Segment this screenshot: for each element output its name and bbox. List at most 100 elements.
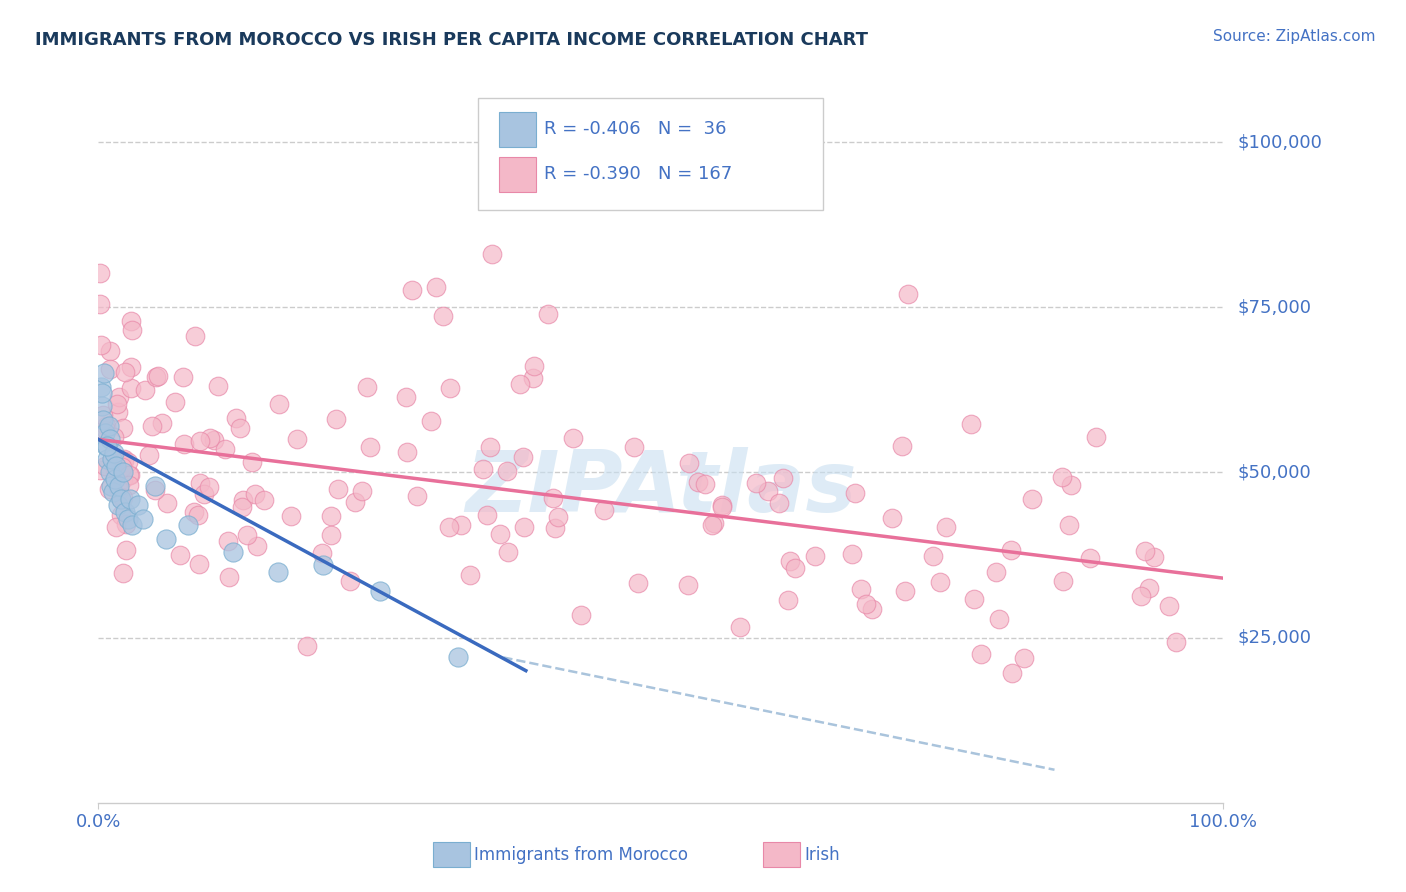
Point xyxy=(890,439,912,453)
Point xyxy=(841,547,863,561)
Point xyxy=(963,591,986,606)
Point xyxy=(217,533,239,548)
Point xyxy=(778,592,800,607)
Point xyxy=(108,483,131,498)
Point xyxy=(188,434,211,449)
Point xyxy=(110,452,132,467)
Point xyxy=(523,359,546,373)
Point xyxy=(98,466,121,480)
Point xyxy=(103,445,125,459)
Point xyxy=(312,558,335,572)
Point xyxy=(1164,635,1187,649)
Point xyxy=(547,509,569,524)
Point xyxy=(1012,650,1035,665)
Point xyxy=(89,463,111,477)
Point xyxy=(593,502,616,516)
Point xyxy=(90,338,112,352)
Point xyxy=(90,400,112,414)
Point xyxy=(935,520,957,534)
Point xyxy=(207,379,229,393)
Point xyxy=(1000,543,1022,558)
Point xyxy=(561,431,583,445)
Point xyxy=(90,379,112,393)
Point xyxy=(745,475,768,490)
Point xyxy=(623,440,645,454)
Point xyxy=(676,578,699,592)
Point xyxy=(110,491,132,506)
Point xyxy=(569,607,592,622)
Point xyxy=(702,518,724,533)
Point xyxy=(728,620,751,634)
Point xyxy=(120,360,142,375)
Point xyxy=(112,472,135,486)
Text: $25,000: $25,000 xyxy=(1237,629,1312,647)
Point xyxy=(401,283,423,297)
Point xyxy=(437,520,460,534)
Point xyxy=(319,509,342,524)
Text: R = -0.406   N =  36: R = -0.406 N = 36 xyxy=(544,120,727,138)
Point xyxy=(145,370,167,384)
Point xyxy=(319,527,342,541)
Point xyxy=(959,417,981,432)
Point xyxy=(432,309,454,323)
Point xyxy=(1078,550,1101,565)
Text: $100,000: $100,000 xyxy=(1237,133,1322,151)
Point xyxy=(481,247,503,261)
Point xyxy=(163,395,186,409)
Point xyxy=(406,489,429,503)
Point xyxy=(117,455,139,469)
Point xyxy=(544,521,567,535)
Point xyxy=(243,487,266,501)
Point xyxy=(150,417,173,431)
Point xyxy=(513,520,536,534)
Point xyxy=(91,408,114,422)
Text: R = -0.390   N = 167: R = -0.390 N = 167 xyxy=(544,165,733,183)
Point xyxy=(686,475,709,490)
Point xyxy=(98,482,121,496)
Point xyxy=(229,420,252,434)
Point xyxy=(447,650,470,665)
Point xyxy=(89,297,111,311)
Point xyxy=(112,491,135,505)
Point xyxy=(146,369,169,384)
Point xyxy=(280,508,302,523)
Point xyxy=(252,492,274,507)
Point xyxy=(928,575,950,590)
Point xyxy=(188,557,211,571)
Point xyxy=(768,496,790,510)
Point xyxy=(104,472,127,486)
Point xyxy=(495,464,517,478)
Point xyxy=(1000,665,1022,680)
Point xyxy=(543,491,565,505)
Point xyxy=(450,518,472,533)
Point xyxy=(115,543,138,558)
Point xyxy=(127,499,149,513)
Point xyxy=(783,561,806,575)
Point xyxy=(897,287,920,301)
Point xyxy=(105,397,128,411)
Text: Immigrants from Morocco: Immigrants from Morocco xyxy=(474,846,688,863)
Point xyxy=(711,500,734,514)
Point xyxy=(439,381,461,395)
Point xyxy=(114,517,136,532)
Point xyxy=(118,468,141,483)
Point xyxy=(120,381,142,395)
Point xyxy=(184,329,207,343)
Point xyxy=(710,498,733,512)
Point xyxy=(235,528,257,542)
Point xyxy=(204,433,226,447)
Text: Irish: Irish xyxy=(804,846,839,863)
Point xyxy=(214,442,236,456)
Point xyxy=(758,483,780,498)
Point xyxy=(107,478,129,492)
Point xyxy=(112,466,135,480)
Point xyxy=(509,377,531,392)
Point xyxy=(120,314,142,328)
Point xyxy=(970,647,993,661)
Point xyxy=(231,500,253,515)
Point xyxy=(94,458,117,473)
Point xyxy=(118,468,141,483)
Point xyxy=(118,491,141,506)
Point xyxy=(183,505,205,519)
Point xyxy=(90,386,112,401)
